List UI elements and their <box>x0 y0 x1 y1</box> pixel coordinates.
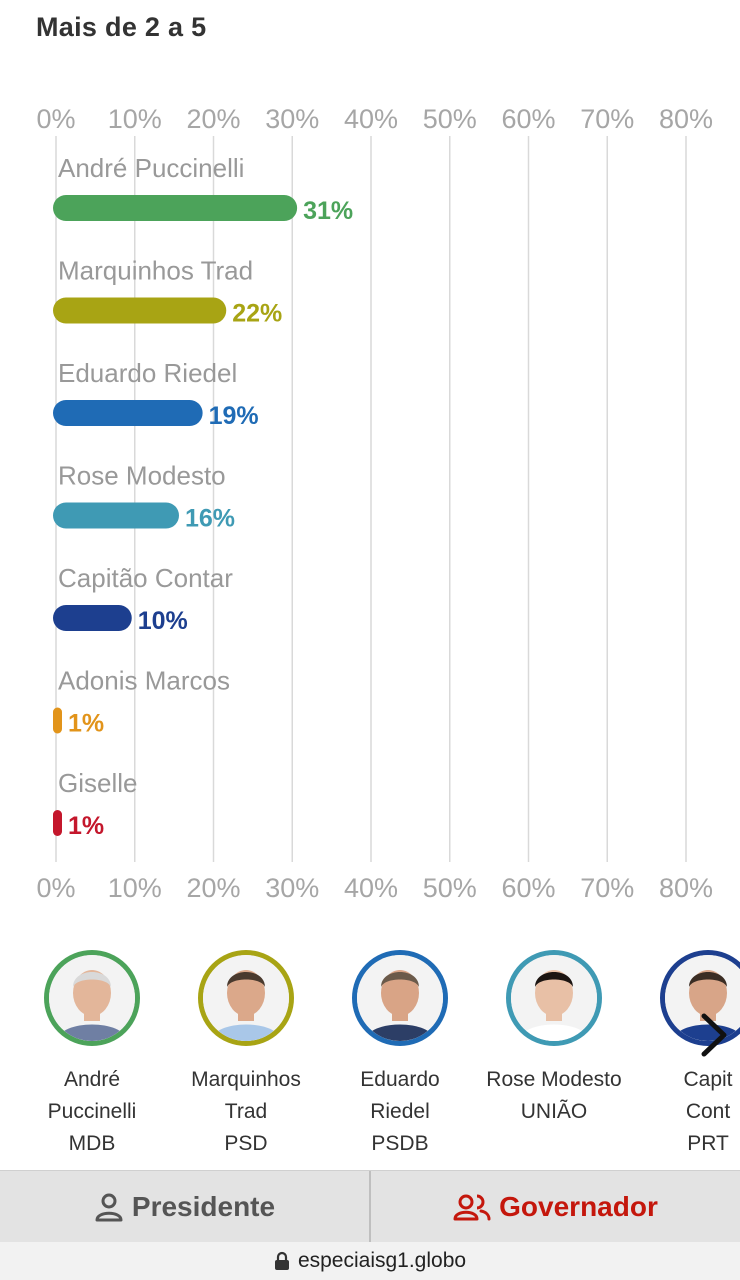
candidate-name-line1: Capit <box>683 1068 733 1091</box>
x-tick-label-bottom: 60% <box>501 873 555 903</box>
x-tick-label-bottom: 10% <box>108 873 162 903</box>
x-tick-label-top: 60% <box>501 104 555 134</box>
tab-presidente[interactable]: Presidente <box>0 1171 371 1243</box>
value-label: 31% <box>303 197 353 225</box>
candidate-card[interactable]: André Puccinelli MDB <box>17 945 167 1160</box>
candidate-name-line2: Puccinelli <box>47 1100 137 1123</box>
candidate-photo <box>660 950 740 1046</box>
candidate-name-line2: UNIÃO <box>520 1100 588 1123</box>
url-text: especiaisg1.globo <box>297 1249 467 1272</box>
bar <box>53 707 62 734</box>
bar <box>53 810 62 836</box>
value-label: 19% <box>209 402 259 430</box>
x-tick-label-top: 20% <box>186 104 240 134</box>
tab-governador-label: Governador <box>499 1191 658 1222</box>
value-label: 10% <box>138 607 188 635</box>
candidate-name-label: Marquinhos Trad <box>58 256 253 286</box>
lock-icon <box>274 1251 289 1270</box>
candidate-name-label: Capitão Contar <box>58 563 233 593</box>
candidate-name-label: Giselle <box>58 768 137 798</box>
people-icon <box>453 1194 491 1221</box>
tab-bar: Presidente Governador <box>0 1170 740 1243</box>
candidate-name-label: André Puccinelli <box>58 153 244 183</box>
candidate-name-line2: Cont <box>685 1100 731 1123</box>
tab-presidente-label: Presidente <box>131 1191 276 1222</box>
candidate-name-line1: Rose Modesto <box>486 1068 622 1091</box>
value-label: 1% <box>68 710 104 738</box>
candidate-name-label: Rose Modesto <box>58 461 226 491</box>
bar <box>53 502 179 529</box>
chevron-right-icon[interactable] <box>696 1010 732 1060</box>
candidate-name-line1: André <box>63 1068 121 1091</box>
x-tick-label-top: 10% <box>108 104 162 134</box>
tab-governador[interactable]: Governador <box>371 1171 740 1243</box>
x-tick-label-top: 30% <box>265 104 319 134</box>
candidate-party: PSD <box>224 1132 268 1155</box>
candidate-name-line2: Trad <box>224 1100 268 1123</box>
x-tick-label-bottom: 80% <box>659 873 713 903</box>
section-title: Mais de 2 a 5 <box>36 12 207 42</box>
value-label: 16% <box>185 505 235 533</box>
candidate-card[interactable]: Marquinhos Trad PSD <box>171 945 321 1160</box>
candidate-photo <box>198 950 294 1046</box>
candidate-name-line1: Marquinhos <box>191 1068 301 1091</box>
candidate-card[interactable]: Eduardo Riedel PSDB <box>325 945 475 1160</box>
candidate-card[interactable]: Rose Modesto UNIÃO <box>479 945 629 1128</box>
candidate-name-label: Eduardo Riedel <box>58 358 237 388</box>
bar <box>53 297 227 324</box>
poll-bar-chart: 0% 0% 10% 10% 20% 20% 30% 30% 40% 40% 50% 50% 60% 60%… <box>36 104 713 903</box>
candidate-photo <box>44 950 140 1046</box>
candidate-name-line1: Eduardo <box>360 1068 440 1091</box>
bar <box>53 195 298 221</box>
candidate-carousel[interactable]: André Puccinelli MDB Marquinhos Trad PSD… <box>0 945 740 1165</box>
x-tick-label-bottom: 40% <box>344 873 398 903</box>
browser-url-bar[interactable]: especiaisg1.globo <box>0 1242 740 1280</box>
candidate-photo <box>352 950 448 1046</box>
candidate-party: PSDB <box>371 1132 429 1155</box>
value-label: 22% <box>232 300 282 328</box>
candidate-party: PRT <box>687 1132 729 1155</box>
x-tick-label-top: 40% <box>344 104 398 134</box>
x-tick-label-bottom: 50% <box>423 873 477 903</box>
x-tick-label-bottom: 30% <box>265 873 319 903</box>
candidate-card[interactable]: Capit Cont PRT <box>633 945 740 1160</box>
x-tick-label-top: 0% <box>36 104 75 134</box>
candidate-party: MDB <box>68 1132 116 1155</box>
x-tick-label-top: 80% <box>659 104 713 134</box>
candidate-photo <box>506 950 602 1046</box>
x-tick-label-bottom: 0% <box>36 873 75 903</box>
x-tick-label-bottom: 70% <box>580 873 634 903</box>
x-tick-label-bottom: 20% <box>186 873 240 903</box>
person-icon <box>95 1193 123 1222</box>
bar <box>53 400 203 426</box>
candidate-name-label: Adonis Marcos <box>58 666 230 696</box>
value-label: 1% <box>68 812 104 840</box>
x-tick-label-top: 70% <box>580 104 634 134</box>
bar <box>53 605 132 631</box>
candidate-name-line2: Riedel <box>370 1100 430 1123</box>
x-tick-label-top: 50% <box>423 104 477 134</box>
